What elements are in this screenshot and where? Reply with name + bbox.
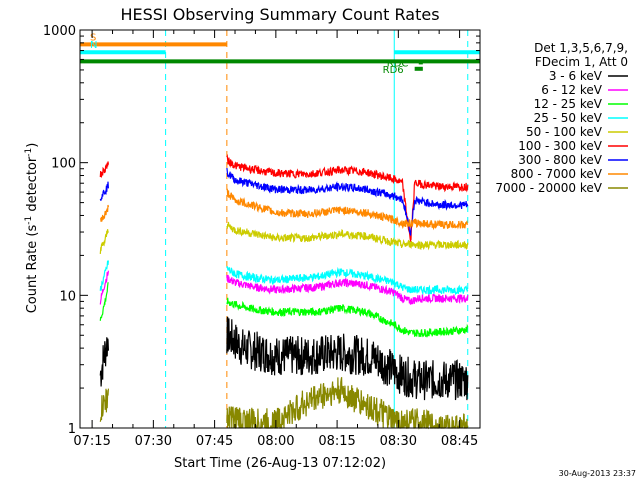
flag-label-rd6: RD6 bbox=[383, 65, 404, 76]
series-line-4-segment-1 bbox=[226, 221, 469, 251]
y-tick-label-0: 1 bbox=[68, 422, 76, 437]
series-line-3-segment-0 bbox=[99, 260, 109, 291]
y-axis-label-sup2: -1 bbox=[24, 148, 34, 157]
series-line-8-segment-1 bbox=[226, 377, 469, 430]
legend-label-3: 25 - 50 keV bbox=[534, 111, 603, 125]
y-tick-label-2: 100 bbox=[51, 157, 76, 172]
legend-label-0: 3 - 6 keV bbox=[549, 69, 603, 83]
x-tick-label-5: 08:30 bbox=[380, 434, 417, 449]
series-line-6-segment-1 bbox=[226, 167, 469, 236]
x-axis-label: Start Time (26-Aug-13 07:12:02) bbox=[174, 456, 386, 471]
flag-label-rdc: RDC bbox=[387, 58, 409, 69]
x-tick-label-4: 08:15 bbox=[318, 434, 355, 449]
plot-frame bbox=[79, 29, 481, 429]
series-line-7-segment-0 bbox=[100, 204, 109, 222]
series-line-5-segment-0 bbox=[99, 161, 109, 179]
legend-label-4: 50 - 100 keV bbox=[526, 125, 603, 139]
x-tick-label-2: 07:45 bbox=[196, 434, 233, 449]
series-line-0-segment-0 bbox=[99, 337, 109, 387]
y-axis-label-prefix: Count Rate (s bbox=[25, 225, 40, 314]
y-axis-label-mid: detector bbox=[25, 156, 40, 216]
series-line-2-segment-0 bbox=[99, 282, 109, 321]
legend-header-line-1: Det 1,3,5,6,7,9, bbox=[534, 41, 628, 55]
legend-label-5: 100 - 300 keV bbox=[518, 139, 602, 153]
flag-label-s: S bbox=[90, 32, 96, 43]
series-line-2-segment-1 bbox=[226, 297, 469, 338]
x-tick-label-6: 08:45 bbox=[441, 434, 478, 449]
series-line-4-segment-0 bbox=[99, 229, 109, 254]
legend-label-2: 12 - 25 keV bbox=[534, 97, 603, 111]
x-tick-label-0: 07:15 bbox=[73, 434, 110, 449]
legend-header-line-2: FDecim 1, Att 0 bbox=[535, 55, 628, 69]
x-tick-label-3: 08:00 bbox=[257, 434, 294, 449]
legend-label-7: 800 - 7000 keV bbox=[511, 167, 603, 181]
legend: Det 1,3,5,6,7,9, FDecim 1, Att 0 3 - 6 k… bbox=[495, 41, 628, 195]
y-tick-label-3: 1000 bbox=[43, 24, 76, 39]
series-line-1-segment-0 bbox=[99, 270, 109, 305]
series-line-0-segment-1 bbox=[226, 316, 469, 401]
series-line-8-segment-0 bbox=[99, 388, 109, 422]
legend-label-6: 300 - 800 keV bbox=[518, 153, 602, 167]
chart-title: HESSI Observing Summary Count Rates bbox=[120, 5, 439, 24]
series-line-7-segment-1 bbox=[226, 188, 469, 231]
legend-label-1: 6 - 12 keV bbox=[541, 83, 603, 97]
series-line-5-segment-1 bbox=[226, 153, 469, 243]
footer-timestamp: 30-Aug-2013 23:37 bbox=[559, 469, 636, 478]
y-tick-label-1: 10 bbox=[59, 289, 76, 304]
series-line-1-segment-1 bbox=[226, 274, 469, 305]
x-tick-label-1: 07:30 bbox=[135, 434, 172, 449]
y-axis-label: Count Rate (s-1 detector-1) bbox=[24, 143, 40, 314]
y-axis-label-suffix: ) bbox=[25, 143, 40, 148]
y-axis-label-sup1: -1 bbox=[24, 216, 34, 225]
series-line-6-segment-0 bbox=[99, 181, 109, 201]
flag-label-n: N bbox=[90, 40, 97, 51]
legend-label-8: 7000 - 20000 keV bbox=[495, 181, 602, 195]
series-line-3-segment-1 bbox=[226, 266, 469, 296]
